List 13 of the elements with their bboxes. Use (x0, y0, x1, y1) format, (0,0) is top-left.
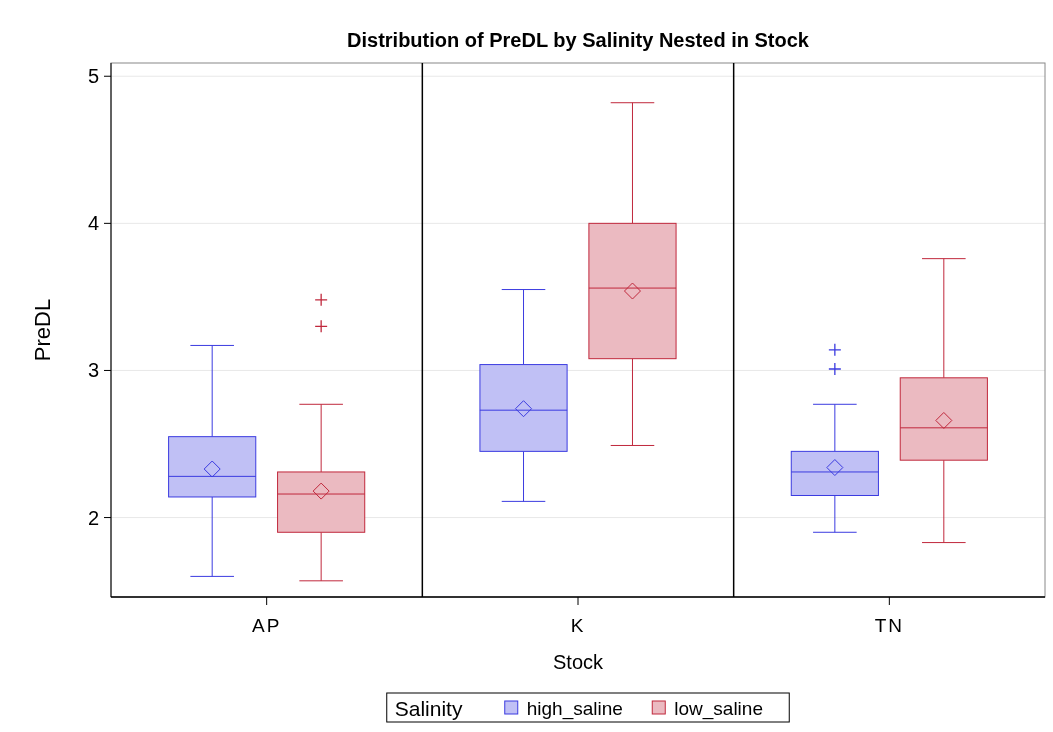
x-tick-label: TN (874, 615, 904, 636)
y-tick-label: 2 (87, 506, 99, 529)
y-tick-label: 5 (87, 65, 99, 88)
x-axis-title: Stock (552, 651, 604, 673)
legend-title: Salinity (394, 697, 463, 720)
chart-title: Distribution of PreDL by Salinity Nested in Stock (347, 29, 810, 51)
y-tick-label: 4 (87, 212, 99, 235)
legend-label: high_saline (526, 698, 623, 720)
x-tick-label: K (570, 615, 586, 636)
legend-label: low_saline (674, 698, 763, 720)
y-axis-title: PreDL (30, 298, 55, 362)
x-tick-label: AP (251, 615, 282, 636)
y-tick-label: 3 (87, 359, 99, 382)
